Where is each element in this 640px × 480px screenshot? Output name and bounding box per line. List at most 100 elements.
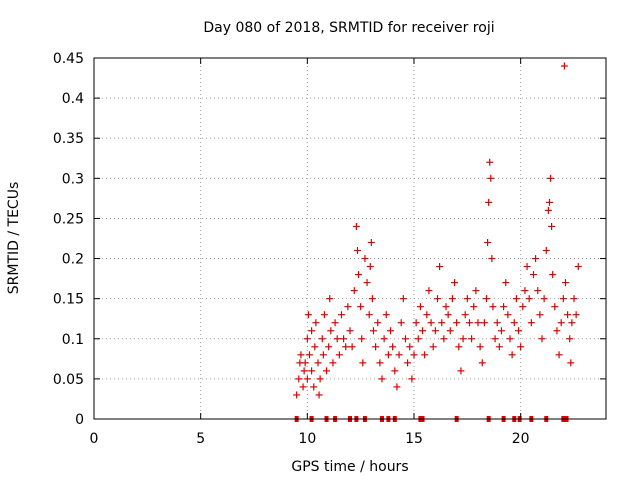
data-point <box>523 263 531 271</box>
data-point <box>335 351 343 359</box>
data-point <box>567 359 575 367</box>
data-point <box>502 279 510 287</box>
data-point <box>326 295 334 303</box>
data-point <box>470 303 478 311</box>
data-point <box>544 206 552 214</box>
data-point <box>519 303 527 311</box>
data-point <box>497 327 505 335</box>
data-point <box>553 327 561 335</box>
data-point <box>310 383 318 391</box>
data-point <box>564 311 572 319</box>
y-tick-label: 0.25 <box>53 211 84 227</box>
data-point <box>572 311 580 319</box>
data-point <box>548 222 556 230</box>
data-point <box>427 319 435 327</box>
data-point <box>337 311 345 319</box>
data-point <box>331 319 339 327</box>
data-point <box>433 295 441 303</box>
data-point <box>525 295 533 303</box>
data-point <box>372 343 380 351</box>
data-point <box>361 255 369 263</box>
data-point <box>333 335 341 343</box>
data-point <box>410 351 418 359</box>
y-tick-label: 0.3 <box>62 171 84 187</box>
data-point <box>314 359 322 367</box>
data-point <box>382 311 390 319</box>
data-point <box>547 174 555 182</box>
data-point <box>483 295 491 303</box>
data-point <box>560 62 568 70</box>
data-point <box>416 303 424 311</box>
data-point <box>545 198 553 206</box>
data-point <box>517 343 525 351</box>
data-point <box>549 271 557 279</box>
data-point <box>363 279 371 287</box>
data-point <box>303 335 311 343</box>
data-point <box>412 319 420 327</box>
data-point <box>352 222 360 230</box>
data-point <box>353 247 361 255</box>
data-point <box>532 255 540 263</box>
data-point <box>465 319 473 327</box>
data-point <box>299 383 307 391</box>
data-point <box>380 335 388 343</box>
data-point <box>311 343 319 351</box>
data-point <box>369 327 377 335</box>
data-point <box>397 319 405 327</box>
data-point <box>293 391 301 399</box>
data-point <box>574 263 582 271</box>
data-point <box>486 158 494 166</box>
data-point <box>561 279 569 287</box>
data-point <box>312 319 320 327</box>
data-point <box>350 287 358 295</box>
y-tick-label: 0.2 <box>62 252 84 268</box>
data-point <box>451 279 459 287</box>
x-tick-label: 0 <box>90 431 99 447</box>
data-point <box>378 375 386 383</box>
axis-ticks: 0 0.05 0.1 0.15 0.2 0.25 0.3 0.35 0.4 0.45 0 5 10 15 2… <box>53 51 606 447</box>
data-point <box>320 311 328 319</box>
data-point <box>440 335 448 343</box>
data-point <box>325 343 333 351</box>
data-point <box>463 295 471 303</box>
data-point <box>515 327 523 335</box>
data-point <box>512 295 520 303</box>
data-point <box>442 303 450 311</box>
data-point <box>391 367 399 375</box>
data-point <box>303 375 311 383</box>
y-tick-label: 0.1 <box>62 332 84 348</box>
data-point <box>474 319 482 327</box>
data-point <box>487 174 495 182</box>
data-point <box>476 343 484 351</box>
data-point <box>300 367 308 375</box>
data-point <box>491 335 499 343</box>
data-point <box>508 351 516 359</box>
data-point <box>399 295 407 303</box>
data-point <box>529 271 537 279</box>
data-point <box>308 327 316 335</box>
data-point <box>488 255 496 263</box>
data-point <box>414 335 422 343</box>
data-point <box>367 239 375 247</box>
data-point <box>542 247 550 255</box>
data-point <box>478 359 486 367</box>
data-point <box>436 263 444 271</box>
data-point <box>484 239 492 247</box>
data-point <box>408 375 416 383</box>
data-point <box>459 335 467 343</box>
y-tick-label: 0.4 <box>62 91 84 107</box>
data-point <box>329 359 337 367</box>
data-point <box>568 319 576 327</box>
data-point <box>301 359 309 367</box>
data-point <box>308 367 316 375</box>
data-point <box>423 311 431 319</box>
data-point <box>453 319 461 327</box>
data-point <box>448 295 456 303</box>
data-point <box>429 343 437 351</box>
data-point <box>401 335 409 343</box>
y-tick-label: 0.45 <box>53 51 84 67</box>
data-point <box>421 351 429 359</box>
data-point <box>472 287 480 295</box>
data-point <box>480 319 488 327</box>
data-point <box>425 287 433 295</box>
